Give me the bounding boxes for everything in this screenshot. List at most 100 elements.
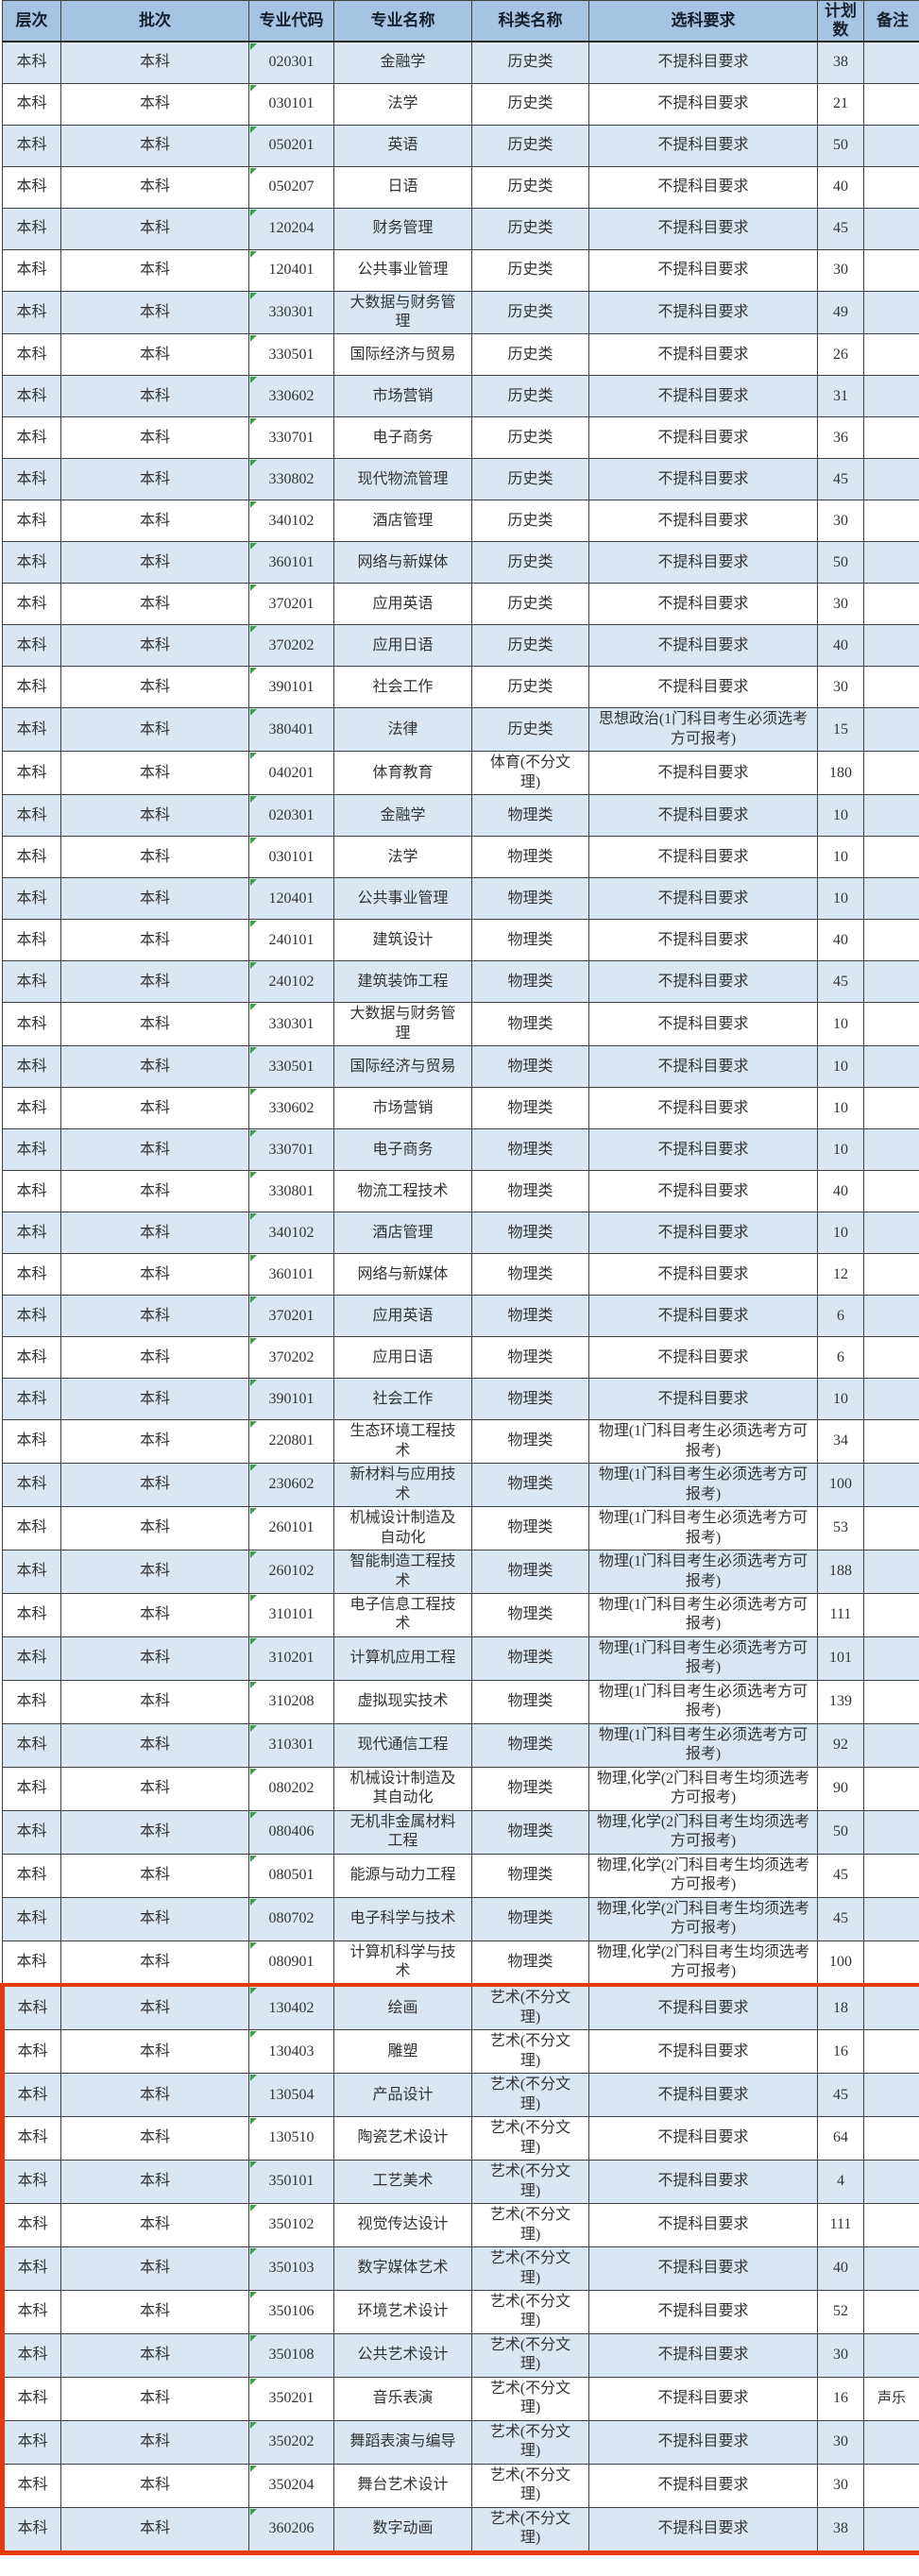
- cell-plan: 50: [817, 1809, 864, 1855]
- green-corner-icon: [250, 1768, 257, 1775]
- cell-category: 物理类: [471, 1295, 589, 1338]
- cell-requirement: 不提科目要求: [588, 500, 818, 543]
- green-corner-icon: [250, 1989, 257, 1995]
- cell-major: 现代通信工程: [333, 1722, 472, 1768]
- major-value: 雕塑: [387, 2042, 418, 2059]
- cell-code: 030101: [248, 836, 334, 879]
- requirement-value: 不提科目要求: [657, 1182, 749, 1199]
- column-header-category: 科类名称: [471, 0, 589, 42]
- code-value: 130510: [268, 2129, 315, 2146]
- category-value: 物理类: [507, 1822, 553, 1839]
- cell-category: 历史类: [471, 624, 589, 668]
- level-value: 本科: [16, 178, 47, 195]
- code-value: 050207: [268, 178, 315, 195]
- cell-requirement: 不提科目要求: [588, 2203, 818, 2248]
- cell-category: 历史类: [471, 416, 589, 460]
- cell-category: 历史类: [471, 207, 589, 250]
- code-value: 120401: [268, 890, 315, 907]
- table-row: 本科 本科 360101 网络与新媒体 物理类 不提科目要求 12: [2, 1253, 919, 1296]
- cell-requirement: 物理(1门科目考生必须选考方可报考): [588, 1722, 818, 1768]
- cell-note: [863, 1506, 919, 1551]
- category-value: 艺术(不分文理): [489, 2076, 571, 2112]
- table-row: 本科 本科 230602 新材料与应用技术 物理类 物理(1门科目考生必须选考方可报考) 1…: [2, 1463, 919, 1508]
- major-value: 法学: [387, 848, 418, 865]
- major-value: 酒店管理: [372, 512, 434, 529]
- cell-level: 本科: [2, 1295, 61, 1338]
- level-value: 本科: [16, 1606, 47, 1623]
- cell-requirement: 不提科目要求: [588, 82, 818, 126]
- level-value: 本科: [16, 1224, 47, 1241]
- cell-category: 艺术(不分文理): [471, 2463, 589, 2508]
- major-value: 视觉传达设计: [357, 2216, 449, 2233]
- cell-code: 360101: [248, 541, 334, 585]
- level-value: 本科: [17, 2086, 48, 2103]
- cell-code: 120401: [248, 248, 334, 292]
- cell-code: 050201: [248, 124, 334, 167]
- cell-note: [863, 836, 919, 879]
- cell-code: 240102: [248, 960, 334, 1004]
- plan-value: 10: [833, 806, 848, 823]
- cell-batch: 本科: [60, 2463, 249, 2508]
- cell-plan: 100: [817, 1463, 864, 1508]
- table-row: 本科 本科 050201 英语 历史类 不提科目要求 50: [2, 124, 919, 167]
- table-row: 本科 本科 080406 无机非金属材料工程 物理类 物理,化学(2门科目考生均须选考方可…: [2, 1809, 919, 1855]
- cell-major: 雕塑: [333, 2029, 472, 2075]
- cell-requirement: 物理,化学(2门科目考生均须选考方可报考): [588, 1766, 818, 1811]
- table-row: 本科 本科 350103 数字媒体艺术 艺术(不分文理) 不提科目要求 40: [0, 2246, 919, 2291]
- batch-value: 本科: [139, 595, 170, 612]
- cell-plan: 10: [817, 836, 864, 879]
- cell-category: 物理类: [471, 1253, 589, 1296]
- cell-category: 物理类: [471, 1679, 589, 1724]
- green-corner-icon: [250, 2421, 257, 2429]
- cell-major: 应用英语: [333, 583, 472, 626]
- cell-major: 法律: [333, 707, 472, 753]
- cell-major: 电子商务: [333, 416, 472, 460]
- plan-value: 40: [833, 636, 848, 653]
- cell-major: 音乐表演: [333, 2376, 472, 2421]
- cell-category: 历史类: [471, 458, 589, 501]
- category-value: 艺术(不分文理): [489, 2294, 571, 2330]
- code-value: 330802: [268, 470, 315, 487]
- table-row: 本科 本科 260102 智能制造工程技术 物理类 物理(1门科目考生必须选考方可报考) 1…: [2, 1550, 919, 1594]
- cell-level: 本科: [2, 583, 61, 626]
- batch-value: 本科: [139, 1822, 170, 1839]
- level-value: 本科: [16, 1866, 47, 1883]
- cell-code: 040201: [248, 751, 334, 796]
- cell-plan: 18: [817, 1983, 864, 2031]
- cell-level: 本科: [2, 290, 61, 335]
- cell-requirement: 不提科目要求: [588, 1002, 818, 1047]
- requirement-value: 不提科目要求: [657, 219, 749, 236]
- cell-plan: 30: [817, 2419, 864, 2465]
- cell-code: 390101: [248, 666, 334, 709]
- level-value: 本科: [16, 931, 47, 948]
- cell-code: 120401: [248, 877, 334, 921]
- plan-value: 36: [833, 429, 848, 446]
- cell-requirement: 不提科目要求: [588, 2116, 818, 2161]
- plan-value: 30: [833, 512, 848, 529]
- cell-plan: 6: [817, 1336, 864, 1380]
- cell-level: 本科: [2, 919, 61, 962]
- cell-batch: 本科: [60, 1295, 249, 1338]
- code-value: 240101: [268, 931, 315, 948]
- code-value: 380401: [268, 720, 315, 737]
- cell-note: [863, 1853, 919, 1898]
- level-value: 本科: [17, 2390, 48, 2407]
- cell-plan: 45: [817, 458, 864, 501]
- cell-note: [863, 333, 919, 377]
- code-value: 350202: [268, 2433, 315, 2450]
- cell-batch: 本科: [60, 1212, 249, 1255]
- green-corner-icon: [250, 879, 257, 887]
- major-value: 智能制造工程技术: [349, 1553, 456, 1589]
- batch-value: 本科: [139, 931, 170, 948]
- green-corner-icon: [250, 1941, 257, 1949]
- category-value: 艺术(不分文理): [489, 2163, 571, 2199]
- cell-note: [863, 290, 919, 335]
- category-value: 历史类: [507, 54, 553, 71]
- cell-note: [863, 2160, 919, 2205]
- green-corner-icon: [250, 1595, 257, 1602]
- cell-batch: 本科: [60, 1170, 249, 1213]
- cell-category: 物理类: [471, 1463, 589, 1508]
- cell-note: [863, 458, 919, 501]
- cell-note: [863, 1295, 919, 1338]
- table-row: 本科 本科 080702 电子科学与技术 物理类 物理,化学(2门科目考生均须选考方可报考…: [2, 1896, 919, 1941]
